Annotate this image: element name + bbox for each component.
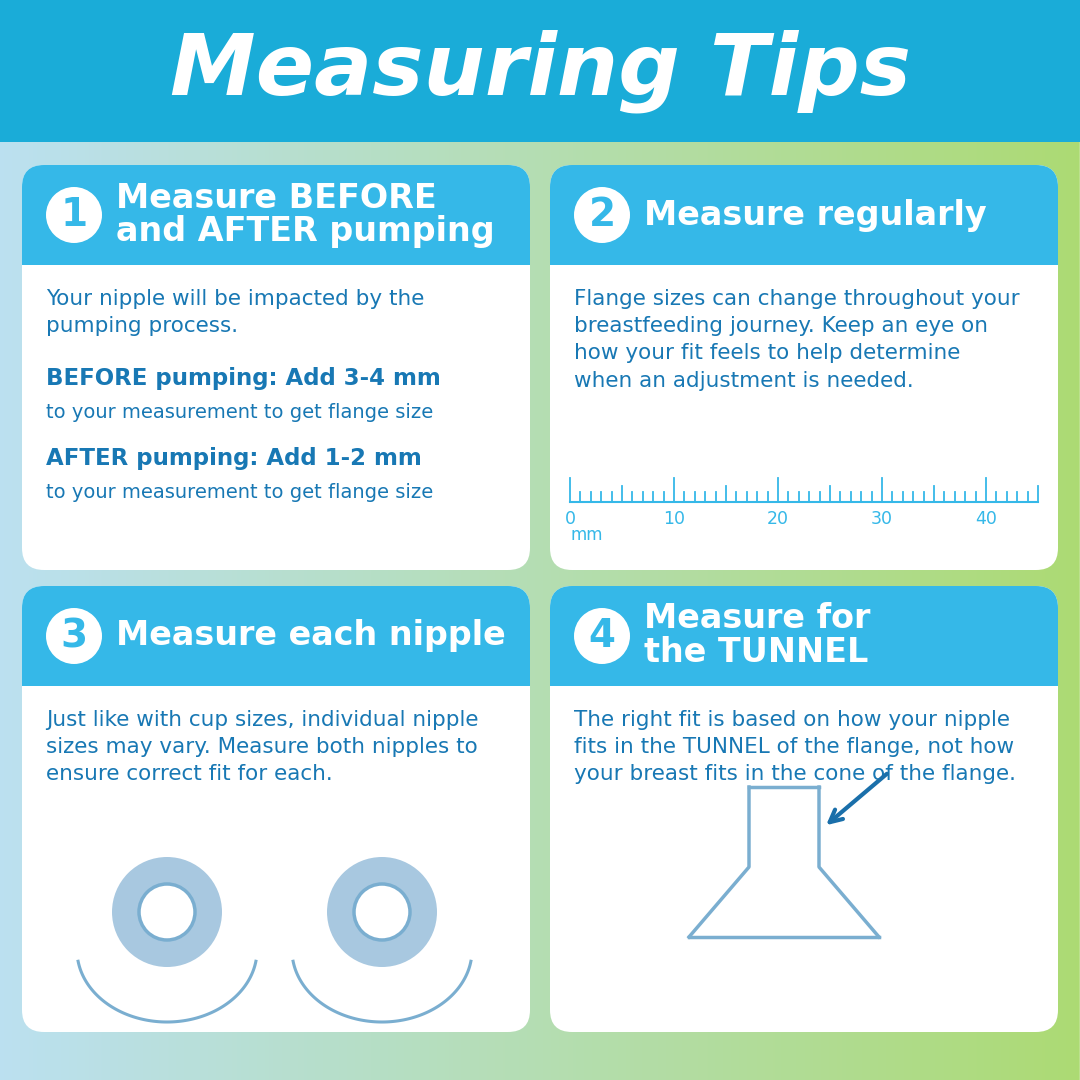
Text: 40: 40 <box>975 510 997 528</box>
Text: to your measurement to get flange size: to your measurement to get flange size <box>46 483 433 502</box>
Text: 2: 2 <box>589 195 616 234</box>
Text: 20: 20 <box>767 510 789 528</box>
FancyBboxPatch shape <box>550 165 1058 570</box>
Text: mm: mm <box>570 526 603 544</box>
Text: 30: 30 <box>870 510 893 528</box>
Ellipse shape <box>327 858 437 967</box>
Circle shape <box>573 187 630 243</box>
Text: 10: 10 <box>663 510 685 528</box>
Text: Your nipple will be impacted by the
pumping process.: Your nipple will be impacted by the pump… <box>46 289 424 336</box>
FancyBboxPatch shape <box>22 586 530 1032</box>
Text: 0: 0 <box>565 510 576 528</box>
Circle shape <box>46 608 102 664</box>
FancyBboxPatch shape <box>550 586 1058 686</box>
FancyBboxPatch shape <box>550 586 1058 1032</box>
FancyBboxPatch shape <box>22 165 530 265</box>
Text: to your measurement to get flange size: to your measurement to get flange size <box>46 403 433 422</box>
Circle shape <box>573 608 630 664</box>
Text: 4: 4 <box>589 617 616 654</box>
Bar <box>22 636 530 686</box>
Text: Flange sizes can change throughout your
breastfeeding journey. Keep an eye on
ho: Flange sizes can change throughout your … <box>573 289 1020 391</box>
Text: Measure for: Measure for <box>644 603 870 635</box>
Text: Just like with cup sizes, individual nipple
sizes may vary. Measure both nipples: Just like with cup sizes, individual nip… <box>46 710 478 784</box>
Text: The right fit is based on how your nipple
fits in the TUNNEL of the flange, not : The right fit is based on how your nippl… <box>573 710 1016 784</box>
Bar <box>550 636 1058 686</box>
Circle shape <box>354 885 410 940</box>
Text: Measure BEFORE: Measure BEFORE <box>116 181 436 215</box>
Bar <box>22 215 530 265</box>
Text: 3: 3 <box>60 617 87 654</box>
FancyBboxPatch shape <box>550 165 1058 265</box>
Circle shape <box>46 187 102 243</box>
Ellipse shape <box>112 858 222 967</box>
Bar <box>0 0 1080 141</box>
Text: Measure each nipple: Measure each nipple <box>116 620 505 652</box>
Text: Measure regularly: Measure regularly <box>644 199 987 231</box>
FancyBboxPatch shape <box>22 165 530 570</box>
Text: Measuring Tips: Measuring Tips <box>170 29 910 112</box>
Text: the TUNNEL: the TUNNEL <box>644 636 868 670</box>
Text: AFTER pumping: Add 1-2 mm: AFTER pumping: Add 1-2 mm <box>46 447 422 470</box>
FancyBboxPatch shape <box>22 586 530 686</box>
Text: and AFTER pumping: and AFTER pumping <box>116 216 495 248</box>
Circle shape <box>139 885 195 940</box>
Bar <box>550 215 1058 265</box>
Text: 1: 1 <box>60 195 87 234</box>
Text: BEFORE pumping: Add 3-4 mm: BEFORE pumping: Add 3-4 mm <box>46 367 441 390</box>
